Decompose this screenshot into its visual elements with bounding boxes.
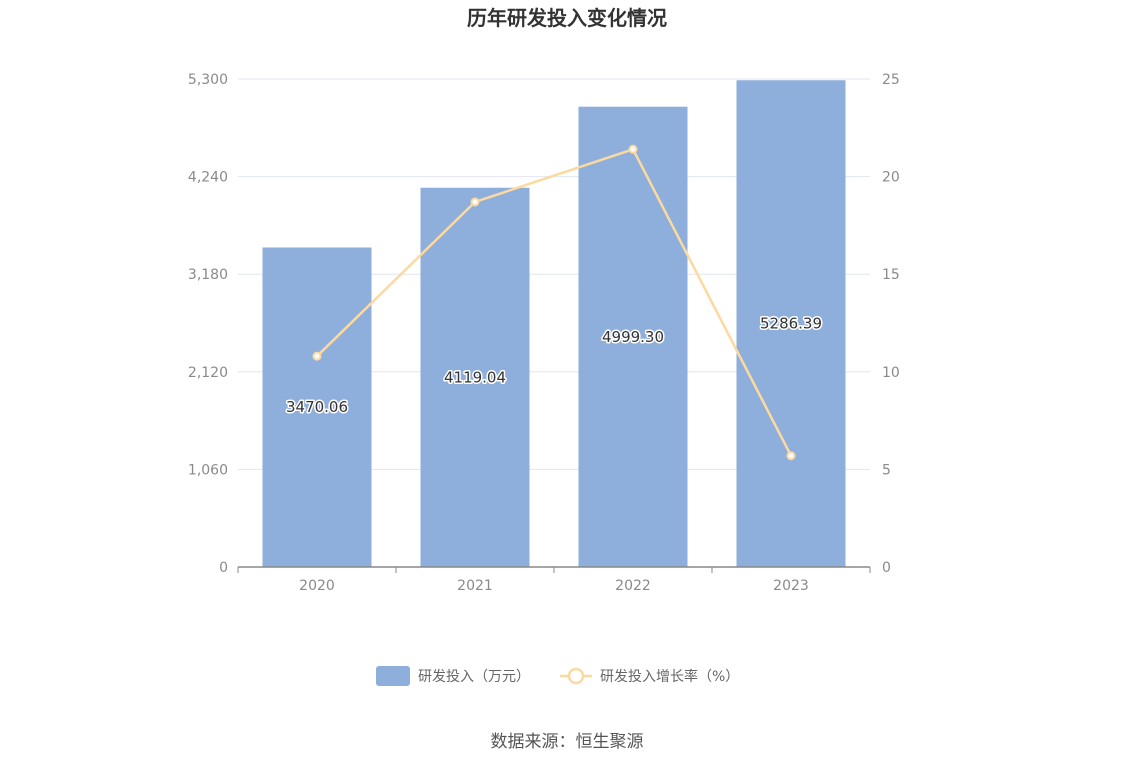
x-tick-label: 2022 bbox=[615, 578, 651, 594]
chart-title: 历年研发投入变化情况 bbox=[467, 6, 667, 30]
bar-value-label-2023: 5286.39 bbox=[760, 315, 822, 333]
y-left-tick-label: 3,180 bbox=[188, 267, 228, 283]
legend-swatch-marker[interactable] bbox=[567, 667, 585, 685]
source-note: 数据来源：恒生聚源 bbox=[491, 732, 644, 752]
bars-layer bbox=[262, 80, 846, 568]
labels-layer: 3470.06 4119.04 4999.30 5286.39 bbox=[284, 313, 823, 418]
x-tick-label: 2020 bbox=[299, 578, 335, 594]
bar-2022 bbox=[578, 106, 688, 567]
bar-2021 bbox=[420, 187, 530, 568]
bar-2020 bbox=[262, 247, 372, 567]
x-tick-label: 2021 bbox=[457, 578, 493, 594]
y-left-tick-label: 2,120 bbox=[188, 365, 228, 381]
bar-value-label-2020: 3470.06 bbox=[286, 398, 348, 416]
x-tick-label: 2023 bbox=[773, 578, 809, 594]
legend-label-line[interactable]: 研发投入增长率（%） bbox=[600, 668, 739, 685]
growth-rate-point-2022 bbox=[628, 144, 638, 154]
legend: 研发投入（万元） 研发投入增长率（%） bbox=[376, 666, 739, 686]
axis-layer: 0 1,060 2,120 3,180 4,240 5,300 0 5 10 15 20 25 2020… bbox=[188, 72, 900, 594]
line-layer bbox=[312, 144, 796, 461]
growth-rate-point-2020 bbox=[312, 351, 322, 361]
legend-label-bar[interactable]: 研发投入（万元） bbox=[418, 669, 530, 685]
y-right-tick-label: 20 bbox=[882, 170, 900, 186]
y-left-tick-label: 0 bbox=[219, 560, 228, 576]
growth-rate-point-2021 bbox=[470, 197, 480, 207]
y-right-tick-label: 25 bbox=[882, 72, 900, 88]
bar-2023 bbox=[736, 80, 846, 567]
y-left-tick-label: 1,060 bbox=[188, 462, 228, 478]
y-right-tick-label: 0 bbox=[882, 560, 891, 576]
y-left-tick-label: 5,300 bbox=[188, 72, 228, 88]
y-right-tick-label: 15 bbox=[882, 267, 900, 283]
bar-value-label-2021: 4119.04 bbox=[444, 368, 506, 386]
y-right-tick-label: 10 bbox=[882, 365, 900, 381]
y-left-tick-label: 4,240 bbox=[188, 170, 228, 186]
legend-swatch-bar[interactable] bbox=[376, 666, 410, 686]
growth-rate-point-2023 bbox=[786, 451, 796, 461]
y-right-tick-label: 5 bbox=[882, 462, 891, 478]
bar-value-label-2022: 4999.30 bbox=[602, 328, 664, 346]
growth-rate-line bbox=[316, 148, 793, 457]
